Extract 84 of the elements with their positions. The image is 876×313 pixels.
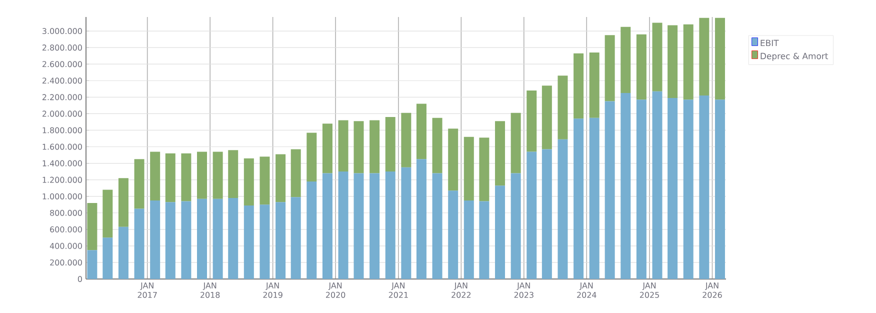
bar bbox=[322, 124, 332, 174]
bar bbox=[714, 100, 725, 279]
bar bbox=[574, 118, 584, 279]
bar bbox=[385, 172, 396, 279]
legend-label: Deprec & Amort bbox=[760, 52, 828, 61]
bar bbox=[212, 152, 223, 199]
bar bbox=[401, 112, 412, 168]
bar bbox=[479, 201, 490, 279]
legend-label: EBIT bbox=[760, 40, 779, 46]
bar bbox=[636, 100, 646, 279]
bar bbox=[683, 24, 694, 100]
bar bbox=[683, 100, 694, 279]
bar bbox=[244, 158, 254, 206]
bar bbox=[212, 198, 223, 279]
bar bbox=[401, 167, 412, 279]
bar bbox=[495, 186, 506, 279]
bar bbox=[589, 118, 600, 279]
bar bbox=[150, 152, 160, 200]
bar bbox=[181, 153, 192, 202]
bar bbox=[620, 26, 631, 94]
bar bbox=[260, 156, 270, 205]
bar bbox=[699, 18, 710, 96]
bar bbox=[276, 202, 286, 279]
bar bbox=[150, 200, 160, 279]
bar bbox=[338, 120, 348, 172]
bar bbox=[558, 76, 568, 140]
bar bbox=[432, 173, 442, 279]
bar bbox=[354, 121, 364, 174]
bar bbox=[260, 204, 270, 279]
bar bbox=[558, 139, 568, 279]
bar bbox=[134, 208, 144, 279]
bar bbox=[416, 159, 426, 279]
bar bbox=[589, 52, 600, 118]
bar bbox=[604, 101, 615, 279]
bar bbox=[479, 138, 490, 202]
bar bbox=[102, 238, 113, 279]
bar bbox=[118, 226, 128, 279]
bar bbox=[244, 205, 254, 279]
bar bbox=[354, 173, 364, 279]
bar bbox=[464, 136, 474, 200]
bar bbox=[652, 22, 662, 92]
bar bbox=[574, 53, 584, 119]
bar bbox=[714, 18, 725, 100]
bar bbox=[165, 153, 176, 202]
bar bbox=[290, 149, 301, 198]
bar bbox=[102, 190, 113, 238]
bar bbox=[416, 104, 426, 160]
bar bbox=[306, 132, 317, 182]
bar bbox=[495, 121, 506, 186]
bar bbox=[510, 173, 521, 279]
bar bbox=[636, 34, 646, 100]
bar bbox=[668, 98, 678, 279]
bar bbox=[448, 190, 458, 279]
bar bbox=[370, 173, 380, 279]
bar bbox=[87, 250, 98, 279]
bar bbox=[306, 181, 317, 279]
bar bbox=[510, 112, 521, 174]
bar bbox=[385, 117, 396, 172]
bar bbox=[448, 128, 458, 191]
bar bbox=[526, 90, 537, 152]
bar bbox=[604, 35, 615, 102]
bar bbox=[181, 201, 192, 279]
bar bbox=[87, 202, 98, 250]
bar bbox=[542, 149, 552, 279]
bar bbox=[134, 159, 144, 209]
bar bbox=[276, 154, 286, 202]
bar bbox=[228, 198, 238, 279]
bar bbox=[338, 172, 348, 279]
bar bbox=[652, 91, 662, 279]
bar bbox=[699, 96, 710, 279]
bar bbox=[620, 93, 631, 279]
bar bbox=[526, 152, 537, 279]
bar bbox=[228, 150, 238, 198]
bar bbox=[464, 200, 474, 279]
bar bbox=[197, 152, 208, 199]
bar bbox=[370, 120, 380, 174]
bar bbox=[668, 25, 678, 98]
bar bbox=[165, 202, 176, 279]
bar bbox=[432, 118, 442, 174]
bar bbox=[542, 86, 552, 150]
bar bbox=[290, 197, 301, 279]
bar bbox=[197, 198, 208, 279]
bar bbox=[118, 178, 128, 227]
bar bbox=[322, 173, 332, 279]
